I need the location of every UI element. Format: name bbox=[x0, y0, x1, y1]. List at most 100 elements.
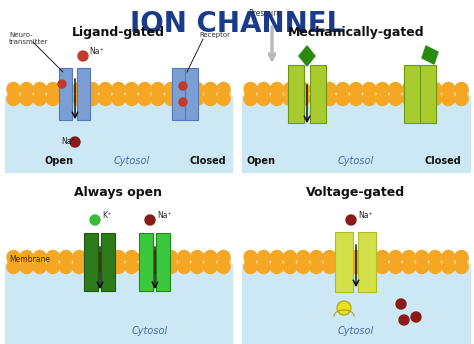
Circle shape bbox=[33, 260, 46, 273]
Circle shape bbox=[46, 250, 59, 264]
Circle shape bbox=[442, 93, 455, 106]
Circle shape bbox=[99, 250, 112, 264]
Circle shape bbox=[86, 93, 99, 106]
Circle shape bbox=[455, 260, 468, 273]
Circle shape bbox=[297, 83, 310, 96]
Circle shape bbox=[244, 260, 257, 273]
Bar bbox=[244, 257, 468, 267]
Circle shape bbox=[125, 260, 138, 273]
Circle shape bbox=[7, 260, 20, 273]
FancyBboxPatch shape bbox=[78, 68, 91, 120]
Text: Closed: Closed bbox=[425, 156, 462, 166]
Circle shape bbox=[283, 260, 297, 273]
Text: Na⁺: Na⁺ bbox=[61, 138, 76, 147]
Circle shape bbox=[257, 250, 270, 264]
Circle shape bbox=[73, 83, 86, 96]
Circle shape bbox=[389, 83, 402, 96]
Circle shape bbox=[297, 250, 310, 264]
Circle shape bbox=[442, 250, 455, 264]
Circle shape bbox=[337, 301, 351, 315]
Text: Cytosol: Cytosol bbox=[132, 326, 168, 336]
Text: Mechanically-gated: Mechanically-gated bbox=[288, 26, 424, 39]
Circle shape bbox=[323, 83, 336, 96]
Circle shape bbox=[310, 93, 323, 106]
Circle shape bbox=[60, 93, 73, 106]
Circle shape bbox=[283, 93, 297, 106]
Circle shape bbox=[270, 250, 283, 264]
FancyBboxPatch shape bbox=[185, 68, 198, 120]
Circle shape bbox=[178, 93, 191, 106]
Text: Na⁺: Na⁺ bbox=[89, 47, 104, 56]
Circle shape bbox=[297, 93, 310, 106]
Circle shape bbox=[86, 83, 99, 96]
Circle shape bbox=[376, 93, 389, 106]
FancyBboxPatch shape bbox=[60, 68, 73, 120]
Circle shape bbox=[20, 250, 33, 264]
Circle shape bbox=[217, 260, 230, 273]
Circle shape bbox=[138, 93, 151, 106]
Circle shape bbox=[455, 83, 468, 96]
Circle shape bbox=[411, 312, 421, 322]
Polygon shape bbox=[299, 46, 315, 66]
Circle shape bbox=[60, 250, 73, 264]
Circle shape bbox=[402, 93, 415, 106]
Circle shape bbox=[99, 83, 112, 96]
Circle shape bbox=[455, 93, 468, 106]
Bar bbox=[242, 96, 470, 172]
Circle shape bbox=[270, 93, 283, 106]
Circle shape bbox=[191, 93, 204, 106]
Circle shape bbox=[349, 260, 363, 273]
Circle shape bbox=[402, 250, 415, 264]
Circle shape bbox=[99, 260, 112, 273]
Circle shape bbox=[178, 83, 191, 96]
Circle shape bbox=[191, 260, 204, 273]
Text: Closed: Closed bbox=[190, 156, 227, 166]
Circle shape bbox=[310, 260, 323, 273]
Circle shape bbox=[73, 250, 86, 264]
FancyBboxPatch shape bbox=[336, 232, 354, 292]
FancyBboxPatch shape bbox=[101, 233, 116, 291]
Circle shape bbox=[191, 83, 204, 96]
Circle shape bbox=[7, 93, 20, 106]
Text: Cytosol: Cytosol bbox=[338, 156, 374, 166]
Circle shape bbox=[415, 260, 428, 273]
Circle shape bbox=[164, 83, 177, 96]
Circle shape bbox=[349, 250, 363, 264]
Circle shape bbox=[125, 93, 138, 106]
Text: ION CHANNEL: ION CHANNEL bbox=[130, 10, 344, 38]
Circle shape bbox=[179, 82, 187, 90]
Circle shape bbox=[349, 93, 363, 106]
Circle shape bbox=[402, 83, 415, 96]
Circle shape bbox=[151, 250, 164, 264]
Bar bbox=[244, 89, 468, 99]
Circle shape bbox=[125, 250, 138, 264]
Circle shape bbox=[20, 83, 33, 96]
Circle shape bbox=[112, 250, 125, 264]
FancyBboxPatch shape bbox=[310, 65, 326, 123]
Circle shape bbox=[399, 315, 409, 325]
Circle shape bbox=[415, 83, 428, 96]
Circle shape bbox=[396, 299, 406, 309]
Bar bbox=[5, 264, 232, 344]
Circle shape bbox=[337, 93, 349, 106]
Circle shape bbox=[244, 250, 257, 264]
Circle shape bbox=[376, 260, 389, 273]
Circle shape bbox=[257, 93, 270, 106]
Circle shape bbox=[33, 83, 46, 96]
Text: Always open: Always open bbox=[74, 186, 162, 199]
Circle shape bbox=[310, 83, 323, 96]
Circle shape bbox=[86, 260, 99, 273]
Text: Voltage-gated: Voltage-gated bbox=[306, 186, 406, 199]
Circle shape bbox=[204, 83, 217, 96]
Circle shape bbox=[60, 260, 73, 273]
Circle shape bbox=[363, 250, 376, 264]
Circle shape bbox=[164, 260, 177, 273]
Circle shape bbox=[178, 260, 191, 273]
Circle shape bbox=[112, 93, 125, 106]
Circle shape bbox=[323, 93, 336, 106]
Circle shape bbox=[389, 260, 402, 273]
Circle shape bbox=[90, 215, 100, 225]
Circle shape bbox=[70, 137, 80, 147]
Circle shape bbox=[204, 93, 217, 106]
FancyBboxPatch shape bbox=[156, 233, 171, 291]
